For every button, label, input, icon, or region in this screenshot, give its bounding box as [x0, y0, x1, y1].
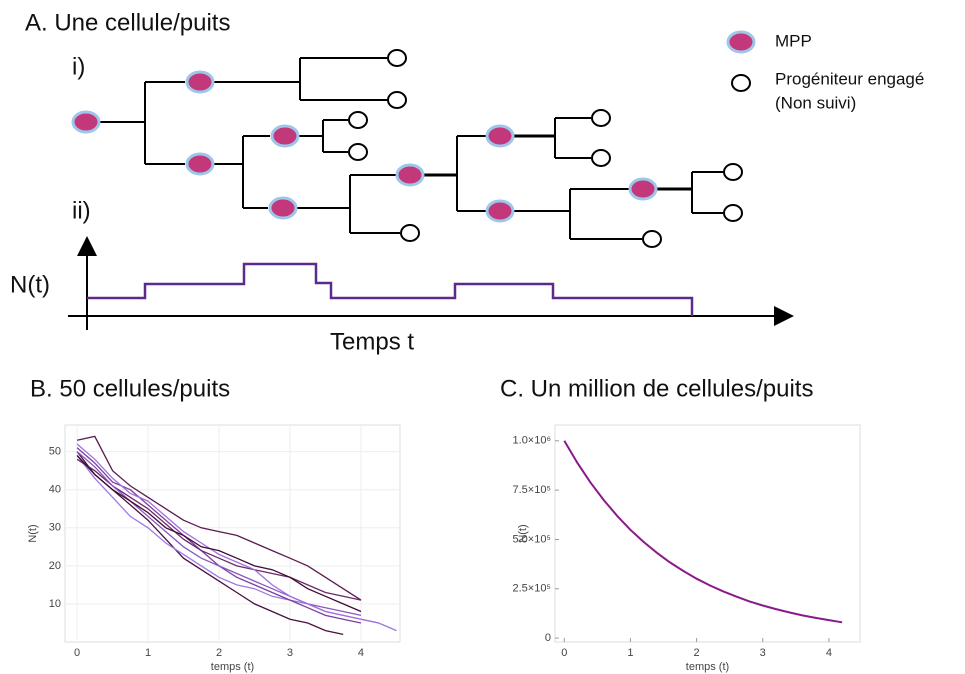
x-tick-label: 2 [694, 647, 700, 659]
x-tick-label: 4 [826, 647, 832, 659]
plot-area [554, 424, 861, 643]
legend-label: Progéniteur engagé [775, 69, 924, 88]
row-label: ii) [72, 197, 91, 224]
series-line [76, 451, 362, 617]
x-tick-label: 0 [74, 647, 80, 659]
chart-title: B. 50 cellules/puits [30, 375, 230, 402]
x-axis-label: temps (t) [211, 661, 254, 673]
x-tick-label: 3 [287, 647, 293, 659]
y-tick-label: 50 [49, 446, 61, 458]
y-tick-label: 2.5×10⁵ [512, 583, 551, 595]
y-axis-label: N(t) [517, 524, 529, 542]
y-tick-label: 10 [49, 598, 61, 610]
x-tick-label: 1 [627, 647, 633, 659]
x-tick-label: 2 [216, 647, 222, 659]
y-tick-label: 5.0×10⁵ [512, 533, 551, 545]
series-line [76, 458, 362, 601]
legend-cell [726, 30, 756, 54]
y-tick-label: 1.0×10⁶ [513, 435, 551, 447]
y-tick-label: 0 [545, 632, 551, 644]
x-tick-label: 4 [358, 647, 364, 659]
y-tick-label: 40 [49, 484, 61, 496]
series-line [76, 451, 344, 636]
x-axis-label: temps (t) [686, 661, 729, 673]
plot-area [64, 424, 401, 643]
row-label: i) [72, 53, 85, 80]
axis-label: N(t) [10, 271, 50, 298]
y-tick-label: 20 [49, 560, 61, 572]
series-line [563, 440, 843, 624]
step-line [87, 262, 694, 316]
legend-label: MPP [775, 31, 812, 50]
y-axis-label: N(t) [27, 524, 39, 542]
series-line [76, 443, 379, 624]
panel-title: A. Une cellule/puits [25, 9, 230, 36]
chart-title: C. Un million de cellules/puits [500, 375, 813, 402]
axis-label: Temps t [330, 328, 414, 355]
x-tick-label: 3 [760, 647, 766, 659]
x-tick-label: 0 [561, 647, 567, 659]
series-line [76, 435, 362, 601]
legend-label: (Non suivi) [775, 93, 856, 112]
y-tick-label: 7.5×10⁵ [512, 484, 551, 496]
lineage-tree [71, 49, 743, 248]
legend-progenitor [731, 74, 751, 92]
y-tick-label: 30 [49, 522, 61, 534]
x-tick-label: 1 [145, 647, 151, 659]
series-line [76, 455, 362, 613]
